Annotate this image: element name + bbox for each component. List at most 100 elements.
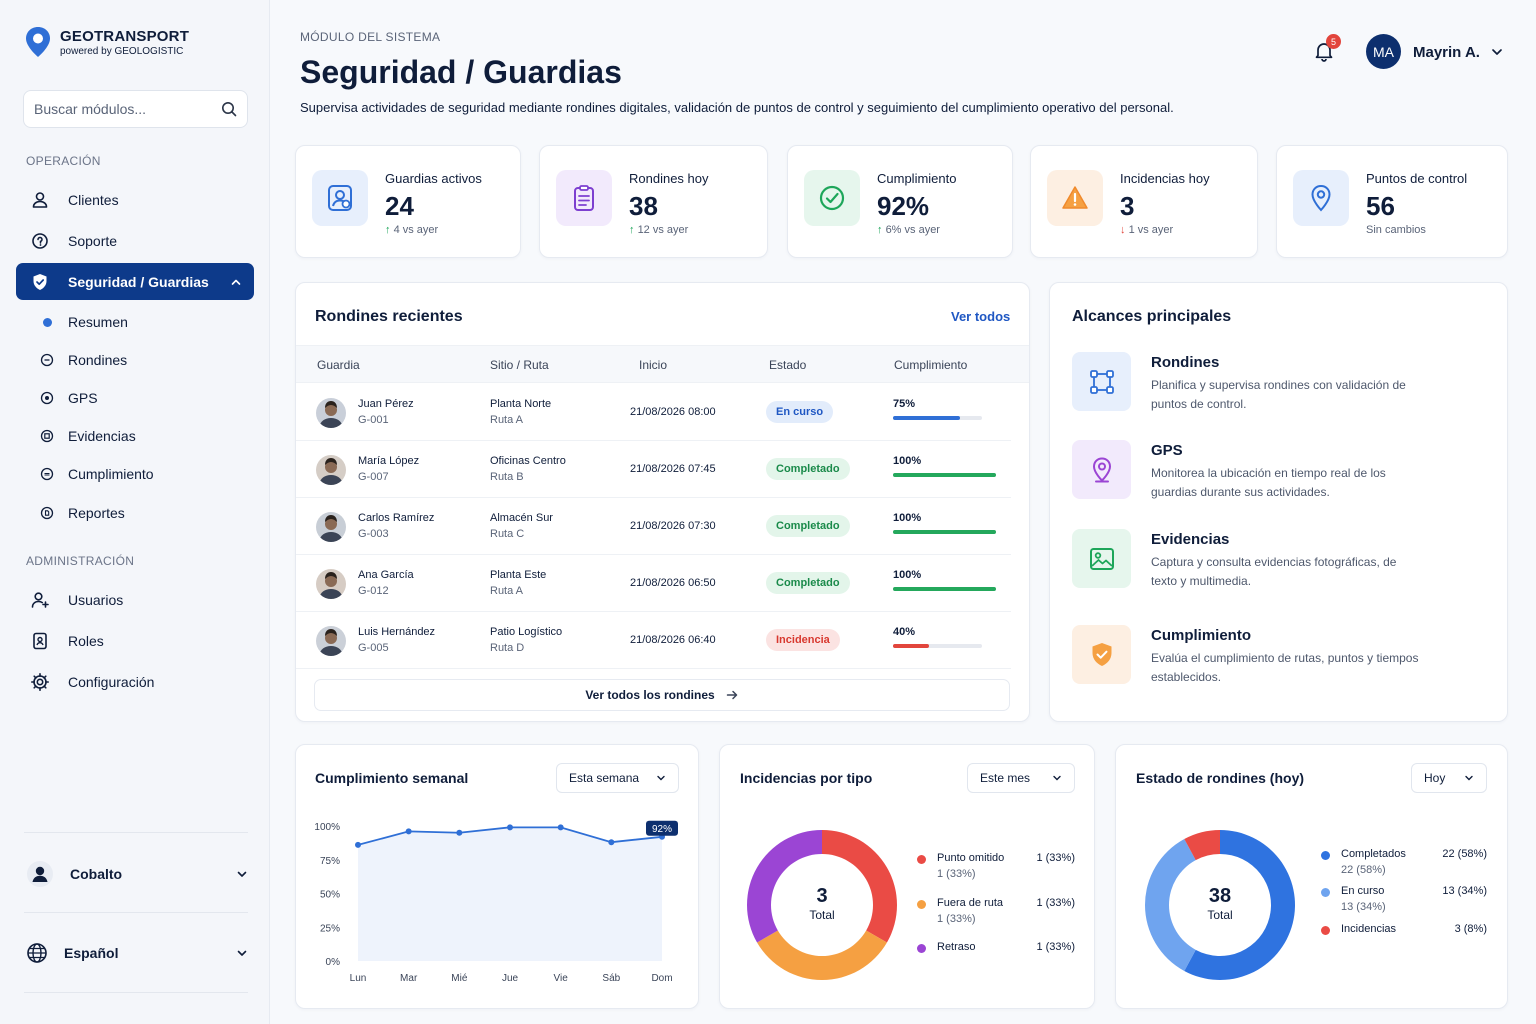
guard-name: Carlos Ramírez bbox=[358, 512, 435, 524]
site-name: Almacén Sur bbox=[490, 512, 553, 524]
column-header[interactable]: Inicio bbox=[639, 358, 668, 372]
data-point[interactable] bbox=[608, 839, 615, 846]
users-icon bbox=[31, 591, 49, 608]
location-pin-icon bbox=[1293, 170, 1349, 226]
donut-slice[interactable] bbox=[1184, 830, 1295, 980]
scope-item-gps[interactable]: GPS Monitorea la ubicación en tiempo rea… bbox=[1072, 440, 1492, 510]
sidebar-item-seguridad[interactable]: Seguridad / Guardias bbox=[16, 263, 254, 300]
view-all-rounds-button[interactable]: Ver todos los rondines bbox=[314, 679, 1010, 711]
y-tick-label: 50% bbox=[320, 890, 340, 901]
arrow-up-icon: ↑ bbox=[877, 224, 883, 236]
status-badge: En curso bbox=[766, 401, 834, 423]
compliance-progress-bar bbox=[893, 587, 996, 591]
progress-fill bbox=[893, 587, 996, 591]
language-selector[interactable]: Español bbox=[26, 942, 248, 964]
kpi-value: 24 bbox=[385, 191, 414, 221]
donut-slice[interactable] bbox=[747, 830, 822, 943]
search-icon bbox=[222, 102, 237, 117]
table-row[interactable]: Luis Hernández G-005 Patio Logístico Ruta D… bbox=[296, 612, 1011, 669]
column-header[interactable]: Cumplimiento bbox=[894, 358, 968, 372]
line-chart: 0% 25% 50% 75% 100% Lun Mar Mié Jue Vie Sáb Dom 92% bbox=[314, 820, 678, 984]
data-point[interactable] bbox=[355, 841, 361, 848]
table-row[interactable]: Carlos Ramírez G-003 Almacén Sur Ruta C 21/0… bbox=[296, 498, 1011, 555]
legend-swatch bbox=[1321, 926, 1330, 935]
kpi-card-incidencias: Incidencias hoy 3 ↓ 1 vs ayer bbox=[1030, 145, 1258, 258]
sidebar-item-clientes[interactable]: Clientes bbox=[16, 181, 254, 218]
donut-slice[interactable] bbox=[757, 930, 887, 981]
column-header[interactable]: Estado bbox=[769, 358, 807, 372]
chevron-up-icon[interactable] bbox=[230, 276, 242, 288]
table-row[interactable]: María López G-007 Oficinas Centro Ruta B 21/… bbox=[296, 441, 1011, 498]
user-name[interactable]: Mayrin A. bbox=[1413, 44, 1480, 61]
active-dot-icon bbox=[40, 315, 54, 329]
period-dropdown[interactable]: Esta semana bbox=[556, 763, 679, 793]
legend-label: Retraso bbox=[937, 941, 976, 953]
language-name: Español bbox=[64, 945, 119, 961]
donut-total: 38 bbox=[1208, 885, 1232, 907]
column-header[interactable]: Sitio / Ruta bbox=[490, 358, 549, 372]
donut-slice[interactable] bbox=[1145, 839, 1196, 971]
guard-name: María López bbox=[358, 455, 420, 467]
evidence-icon bbox=[40, 429, 54, 443]
sidebar-subitem-reportes[interactable]: Reportes bbox=[40, 505, 125, 521]
shield-icon bbox=[33, 273, 47, 290]
period-dropdown[interactable]: Este mes bbox=[967, 763, 1075, 793]
brand-logo[interactable]: GEOTRANSPORT powered by GEOLOGISTIC bbox=[24, 26, 189, 58]
route-name: Ruta B bbox=[490, 471, 524, 483]
chevron-down-icon[interactable] bbox=[1490, 45, 1504, 59]
company-selector[interactable]: Cobalto bbox=[26, 860, 248, 888]
scope-item-evidencias[interactable]: Evidencias Captura y consulta evidencias… bbox=[1072, 529, 1492, 599]
shield-check-icon bbox=[1072, 625, 1131, 684]
data-point[interactable] bbox=[405, 828, 412, 835]
progress-fill bbox=[893, 473, 996, 477]
module-search-input[interactable]: Buscar módulos... bbox=[23, 90, 248, 128]
guard-badge-icon bbox=[312, 170, 368, 226]
data-point[interactable] bbox=[456, 829, 463, 836]
view-all-link[interactable]: Ver todos bbox=[951, 309, 1011, 324]
x-tick-label: Lun bbox=[350, 973, 367, 984]
period-dropdown[interactable]: Hoy bbox=[1411, 763, 1487, 793]
table-row[interactable]: Ana García G-012 Planta Este Ruta A 21/08/20… bbox=[296, 555, 1011, 612]
table-row[interactable]: Juan Pérez G-001 Planta Norte Ruta A 21/08/2… bbox=[296, 384, 1011, 441]
report-icon bbox=[40, 506, 54, 520]
sidebar-item-usuarios[interactable]: Usuarios bbox=[16, 581, 254, 618]
notification-badge: 5 bbox=[1326, 34, 1341, 49]
x-tick-label: Mié bbox=[451, 973, 468, 984]
incidents-donut-chart bbox=[747, 830, 897, 981]
value-tooltip bbox=[646, 820, 678, 836]
arrow-up-icon: ↑ bbox=[385, 224, 391, 236]
data-point[interactable] bbox=[557, 824, 564, 831]
data-point[interactable] bbox=[507, 824, 513, 831]
chevron-down-icon bbox=[237, 871, 247, 877]
sidebar-subitem-label: Cumplimiento bbox=[68, 466, 154, 482]
search-placeholder: Buscar módulos... bbox=[34, 101, 147, 117]
avatar bbox=[316, 398, 346, 428]
sidebar-subitem-resumen[interactable]: Resumen bbox=[40, 314, 128, 330]
clipboard-icon bbox=[556, 170, 612, 226]
donut-slice[interactable] bbox=[1184, 830, 1220, 861]
scope-item-cumplimiento[interactable]: Cumplimiento Evalúa el cumplimiento de r… bbox=[1072, 625, 1492, 695]
sidebar-item-configuracion[interactable]: Configuración bbox=[16, 663, 254, 700]
sidebar-subitem-rondines[interactable]: Rondines bbox=[40, 352, 127, 368]
scope-title: Rondines bbox=[1151, 354, 1220, 371]
guard-code: G-007 bbox=[358, 471, 389, 483]
guard-name: Ana García bbox=[358, 569, 414, 581]
check-circle-icon bbox=[804, 170, 860, 226]
sidebar-item-label: Seguridad / Guardias bbox=[68, 273, 209, 290]
legend-sublabel: 1 (33%) bbox=[937, 913, 976, 925]
legend-item: Punto omitido 1 (33%) 1 (33%) bbox=[917, 852, 1075, 884]
sidebar-item-roles[interactable]: Roles bbox=[16, 622, 254, 659]
donut-slice[interactable] bbox=[822, 830, 897, 943]
avatar[interactable]: MA bbox=[1366, 34, 1401, 69]
legend-label: Punto omitido bbox=[937, 852, 1005, 864]
column-header[interactable]: Guardia bbox=[317, 358, 360, 372]
sidebar-subitem-gps[interactable]: GPS bbox=[40, 390, 98, 406]
scopes-card: Alcances principales Rondines Planifica … bbox=[1049, 282, 1508, 722]
sidebar-subitem-evidencias[interactable]: Evidencias bbox=[40, 428, 136, 444]
sidebar-item-soporte[interactable]: Soporte bbox=[16, 222, 254, 259]
legend-sublabel: 13 (34%) bbox=[1341, 901, 1386, 913]
scope-item-rondines[interactable]: Rondines Planifica y supervisa rondines … bbox=[1072, 352, 1492, 422]
scope-description: Evalúa el cumplimiento de rutas, puntos … bbox=[1151, 651, 1419, 684]
sidebar-subitem-cumplimiento[interactable]: Cumplimiento bbox=[40, 466, 154, 482]
kpi-value: 92% bbox=[877, 191, 930, 221]
